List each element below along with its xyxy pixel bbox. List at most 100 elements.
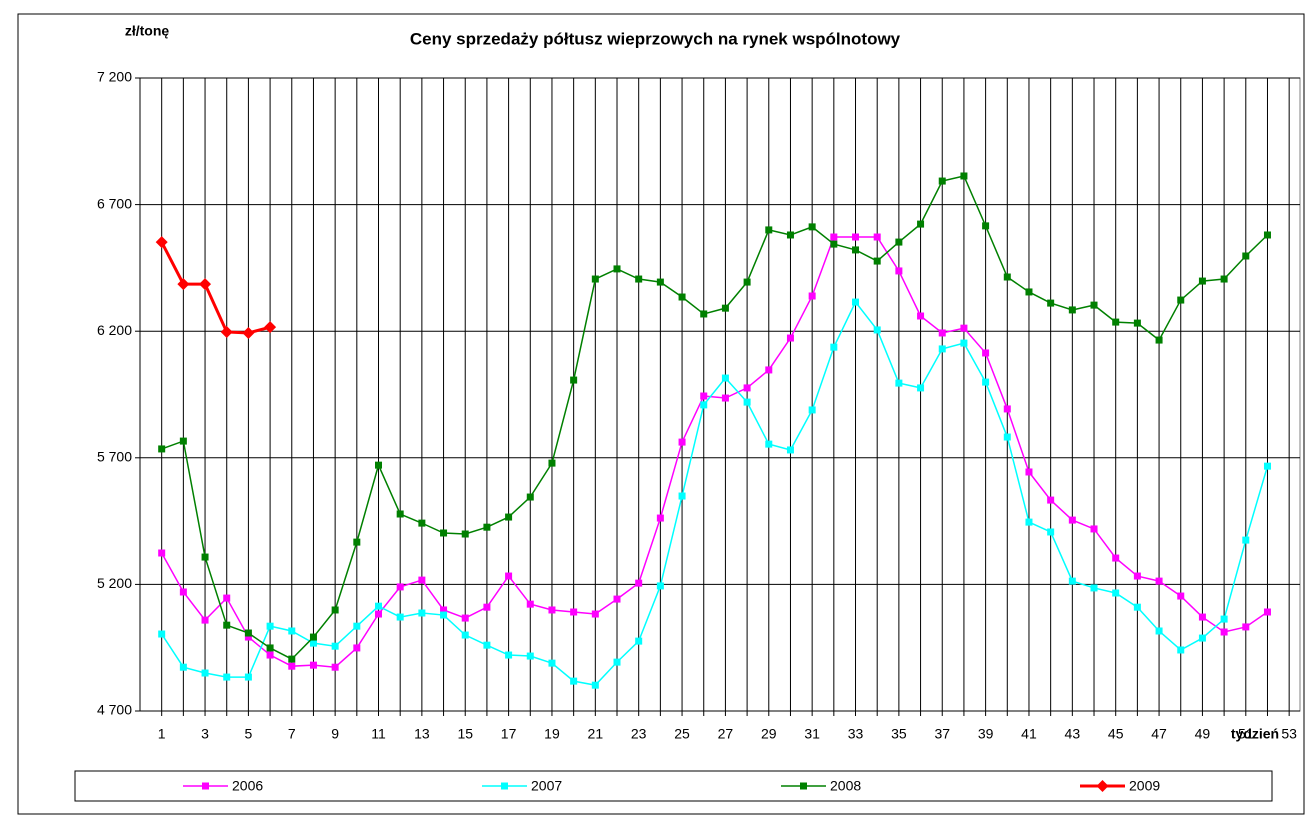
marker [418,609,426,617]
marker [1177,592,1185,600]
marker [505,572,513,580]
x-tick-label: 17 [501,726,517,742]
marker [526,600,534,608]
x-tick-label: 3 [201,726,209,742]
marker [158,445,166,453]
marker [1068,577,1076,585]
marker [830,233,838,241]
y-axis-label: zł/tonę [125,23,170,39]
x-tick-label: 31 [804,726,820,742]
series-line [161,175,1269,661]
marker [526,652,534,660]
marker [266,644,274,652]
marker [288,627,296,635]
marker [158,630,166,638]
plot-area [139,77,1301,712]
marker [266,622,274,630]
marker [873,233,881,241]
x-tick-label: 23 [631,726,647,742]
marker [1096,780,1109,792]
marker [1133,603,1141,611]
marker [505,651,513,659]
marker [591,681,599,689]
marker [656,582,664,590]
marker [548,659,556,667]
x-axis-label: tydzień [1231,726,1279,742]
marker [201,553,209,561]
x-tick-label: 45 [1108,726,1124,742]
x-tick-label: 41 [1021,726,1037,742]
marker [721,394,729,402]
x-tick-label: 49 [1195,726,1211,742]
marker [396,613,404,621]
x-tick-label: 27 [718,726,734,742]
legend-label: 2007 [531,778,562,794]
marker [179,437,187,445]
marker [220,325,233,338]
marker [800,782,807,790]
marker [375,602,383,610]
marker [635,637,643,645]
marker [852,298,860,306]
marker [177,278,190,291]
marker [1025,288,1033,296]
marker [244,673,252,681]
y-tick-label: 5 200 [97,575,132,591]
marker [1220,628,1228,636]
marker [202,782,209,790]
marker [501,782,508,790]
marker [873,326,881,334]
series-line [161,236,1268,668]
marker [700,401,708,409]
marker [1003,433,1011,441]
marker [1177,296,1185,304]
marker [960,324,968,332]
marker [960,339,968,347]
marker [678,492,686,500]
marker [938,345,946,353]
marker [1263,608,1271,616]
marker [288,662,296,670]
marker [179,663,187,671]
legend-box [74,770,1273,802]
marker [1198,634,1206,642]
marker [396,510,404,518]
marker [765,226,773,234]
x-tick-label: 9 [331,726,339,742]
marker [1155,336,1163,344]
marker [353,538,361,546]
y-tick-label: 6 200 [97,322,132,338]
marker [223,621,231,629]
marker [353,644,361,652]
marker [548,606,556,614]
marker [548,459,556,467]
marker [242,326,255,339]
marker [1198,277,1206,285]
marker [1220,615,1228,623]
marker [613,658,621,666]
marker [656,278,664,286]
marker [1090,301,1098,309]
marker [743,384,751,392]
legend-label: 2008 [830,778,861,794]
marker [570,608,578,616]
marker [1263,231,1271,239]
marker [721,374,729,382]
marker [1003,405,1011,413]
marker [201,669,209,677]
marker [895,238,903,246]
marker [1220,275,1228,283]
marker [613,595,621,603]
marker [199,278,212,291]
marker [765,366,773,374]
marker [440,611,448,619]
x-tick-label: 29 [761,726,777,742]
marker [461,530,469,538]
marker [613,265,621,273]
marker [591,610,599,618]
marker [982,222,990,230]
marker [721,304,729,312]
x-tick-label: 13 [414,726,430,742]
